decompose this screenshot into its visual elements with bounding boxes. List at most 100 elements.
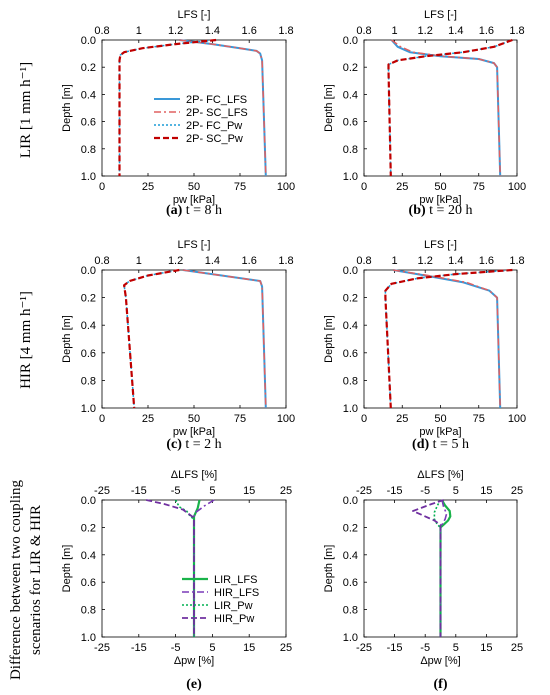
y-tick-label: 1.0 [343, 403, 358, 415]
y-tick-label: 1.0 [343, 171, 358, 183]
panel-caption: (d) t = 5 h [412, 437, 469, 452]
y-tick-label: 0.0 [81, 35, 96, 47]
panel-caption: (e) [186, 677, 202, 692]
y-tick-label: 1.0 [343, 632, 358, 644]
bottom-tick-label: 100 [277, 181, 295, 193]
panel-caption: (f) [434, 677, 448, 692]
top-tick-label: 1.6 [479, 25, 494, 37]
top-tick-label: 25 [280, 485, 292, 497]
bottom-axis-label: pw [kPa] [419, 426, 461, 438]
row-label-difference-line2: scenarios for LIR & HIR [28, 505, 44, 655]
top-axis-label: LFS [-] [177, 239, 210, 251]
bottom-tick-label: 50 [434, 413, 446, 425]
y-tick-label: 1.0 [81, 171, 96, 183]
series-line-2P- FC_Pw [384, 269, 513, 409]
y-tick-label: 0.4 [343, 89, 358, 101]
top-tick-label: 1.4 [205, 25, 220, 37]
row-label-lir: LIR [1 mm h⁻¹] [18, 62, 34, 158]
y-tick-label: 0.6 [81, 117, 96, 129]
caption-letter: (d) [412, 437, 429, 452]
top-tick-label: 25 [511, 485, 523, 497]
series-line-2P- FC_LFS [182, 269, 267, 409]
top-tick-label: 1.4 [448, 25, 463, 37]
panel-e: -25 -15 -5 5 15 25 -25 -15 -5 5 15 25 0.0 0.2 0.4 0.6 0.… [61, 469, 292, 692]
y-tick-label: 0.4 [81, 320, 96, 332]
panel-d: 0.8 1 1.2 1.4 1.6 1.8 0 25 50 75 100 0.0 0.2 0.4 0.6 0.… [323, 239, 526, 452]
top-tick-label: 1.6 [479, 255, 494, 267]
panel-a: 0.8 1 1.2 1.4 1.6 1.8 0 25 50 75 100 0.0 0.2 0.4 0.6 0.… [61, 9, 295, 218]
bottom-axis-label: Δpw [%] [174, 655, 214, 667]
y-axis-label: Depth [m] [323, 84, 335, 132]
top-tick-label: 15 [243, 485, 255, 497]
y-tick-label: 0.6 [81, 348, 96, 360]
bottom-tick-label: 0 [99, 181, 105, 193]
bottom-tick-label: 75 [234, 413, 246, 425]
top-tick-label: -5 [171, 485, 181, 497]
top-axis-label: LFS [-] [424, 9, 457, 21]
bottom-axis-label: pw [kPa] [173, 194, 215, 206]
series-line-HIR_Pw [412, 499, 444, 637]
top-tick-label: 1.8 [278, 255, 293, 267]
legend-label: HIR_Pw [214, 613, 254, 625]
top-tick-label: 0.8 [356, 255, 371, 267]
top-tick-label: 1.6 [242, 255, 257, 267]
bottom-tick-label: 100 [277, 413, 295, 425]
caption-letter: (c) [166, 437, 182, 452]
top-tick-label: 1.8 [509, 25, 524, 37]
bottom-tick-label: 25 [142, 413, 154, 425]
bottom-tick-label: 0 [361, 413, 367, 425]
y-tick-label: 0.8 [81, 144, 96, 156]
bottom-tick-label: -5 [171, 642, 181, 654]
series-line-2P- SC_LFS [182, 269, 267, 409]
y-axis-label: Depth [m] [61, 84, 73, 132]
bottom-tick-label: 15 [480, 642, 492, 654]
y-tick-label: 0.2 [343, 62, 358, 74]
y-tick-label: 0.2 [81, 62, 96, 74]
y-tick-label: 0.4 [81, 89, 96, 101]
top-tick-label: 1 [392, 25, 398, 37]
legend-label: HIR_LFS [214, 587, 259, 599]
bottom-tick-label: -25 [356, 642, 372, 654]
top-tick-label: 1.2 [168, 25, 183, 37]
top-axis-label: LFS [-] [177, 9, 210, 21]
series-line-2P- FC_Pw [387, 39, 513, 177]
y-tick-label: 0.0 [343, 265, 358, 277]
legend-label: LIR_Pw [214, 600, 253, 612]
row-label-difference-line1: Difference between two coupling [8, 479, 24, 680]
caption-letter: (b) [409, 203, 426, 218]
panel-f: -25 -15 -5 5 15 25 -25 -15 -5 5 15 25 0.0 0.2 0.4 0.6 0.… [323, 469, 523, 692]
y-tick-label: 0.8 [81, 605, 96, 617]
y-axis-label: Depth [m] [323, 315, 335, 363]
caption-text: t = 5 h [429, 437, 469, 452]
y-tick-label: 0.2 [81, 522, 96, 534]
legend-label: 2P- FC_Pw [186, 120, 242, 132]
top-tick-label: 1 [136, 255, 142, 267]
series-line-LIR_LFS [439, 499, 452, 637]
bottom-tick-label: 0 [99, 413, 105, 425]
bottom-axis-label: pw [kPa] [173, 426, 215, 438]
plot-frame [363, 39, 518, 177]
y-tick-label: 0.8 [343, 375, 358, 387]
y-tick-label: 0.4 [343, 550, 358, 562]
series-line-2P- FC_LFS [392, 269, 502, 409]
caption-text: t = 2 h [182, 437, 222, 452]
bottom-tick-label: 75 [473, 413, 485, 425]
bottom-tick-label: -5 [420, 642, 430, 654]
top-tick-label: 0.8 [356, 25, 371, 37]
series-line-LIR_Pw [174, 499, 195, 637]
top-tick-label: 1.6 [242, 25, 257, 37]
bottom-tick-label: 5 [209, 642, 215, 654]
top-tick-label: 0.8 [94, 25, 109, 37]
series-line-2P- SC_Pw [384, 268, 513, 409]
top-tick-label: -15 [131, 485, 147, 497]
bottom-tick-label: 75 [473, 181, 485, 193]
top-tick-label: 1.8 [509, 255, 524, 267]
top-tick-label: 1 [136, 25, 142, 37]
y-tick-label: 0.6 [343, 348, 358, 360]
panel-caption: (b) t = 20 h [409, 203, 473, 218]
y-tick-label: 0.8 [81, 375, 96, 387]
y-tick-label: 0.4 [81, 550, 96, 562]
bottom-tick-label: 15 [243, 642, 255, 654]
